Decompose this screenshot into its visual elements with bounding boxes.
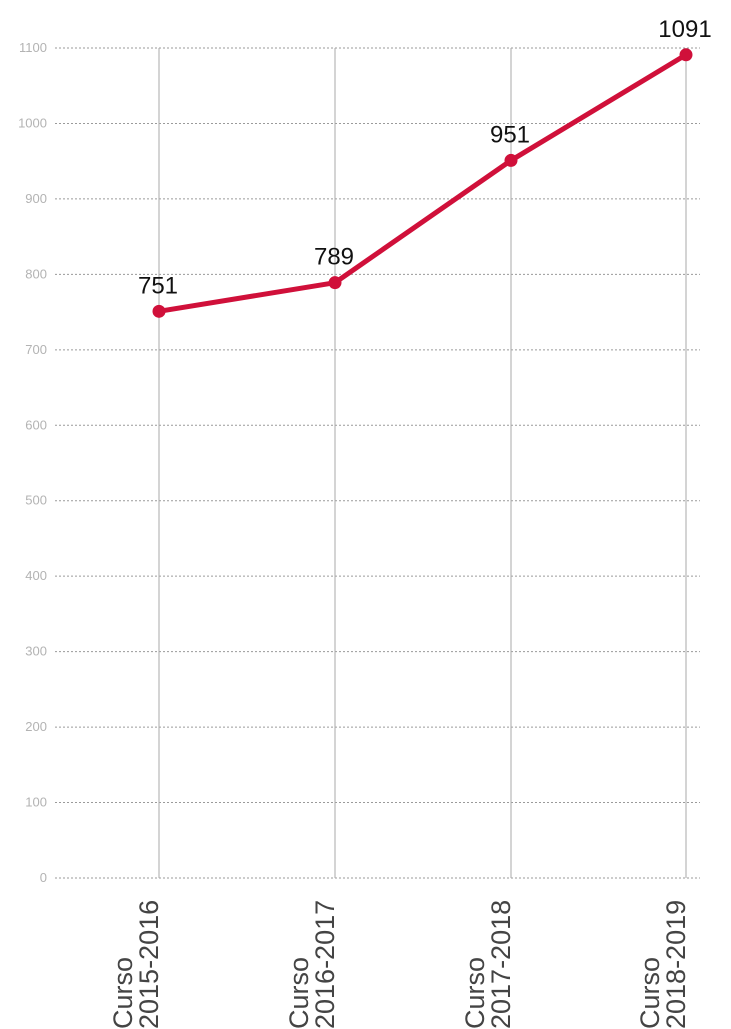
data-point xyxy=(679,48,693,62)
x-tick-label-line: Curso xyxy=(284,957,314,1029)
data-point xyxy=(328,276,342,290)
y-tick-label: 500 xyxy=(25,493,47,508)
y-tick-label: 900 xyxy=(25,191,47,206)
y-tick-label: 1100 xyxy=(19,40,47,55)
y-tick-label: 400 xyxy=(25,568,47,583)
y-tick-label: 100 xyxy=(25,795,47,810)
data-label: 751 xyxy=(138,272,178,299)
y-tick-label: 800 xyxy=(25,266,47,281)
grid-layer xyxy=(55,47,700,879)
y-tick-label: 600 xyxy=(25,417,47,432)
data-point xyxy=(504,153,518,167)
y-tick-label: 700 xyxy=(25,342,47,357)
category-lines xyxy=(158,48,687,878)
series-line xyxy=(156,52,689,314)
data-label: 951 xyxy=(490,121,530,148)
y-tick-label: 1000 xyxy=(18,115,47,130)
data-label: 789 xyxy=(314,244,354,271)
x-tick-label-line: 2017-2018 xyxy=(486,900,516,1029)
series-layer xyxy=(152,48,693,318)
x-tick-label-line: 2018-2019 xyxy=(661,900,691,1029)
y-tick-label: 200 xyxy=(25,719,47,734)
y-tick-label: 0 xyxy=(40,870,47,885)
x-tick-label-line: Curso xyxy=(460,957,490,1029)
x-tick-label-line: Curso xyxy=(635,957,665,1029)
data-point xyxy=(152,304,166,318)
y-tick-label: 300 xyxy=(25,644,47,659)
data-label: 1091 xyxy=(658,16,711,43)
x-tick-label-line: Curso xyxy=(108,957,138,1029)
data-labels: 751 789 951 1091 xyxy=(138,16,712,300)
x-tick-label-line: 2016-2017 xyxy=(310,900,340,1029)
y-axis-ticks: 0 100 200 300 400 500 600 700 800 900 1000 1100 xyxy=(18,40,47,885)
x-tick-label-line: 2015-2016 xyxy=(134,900,164,1029)
